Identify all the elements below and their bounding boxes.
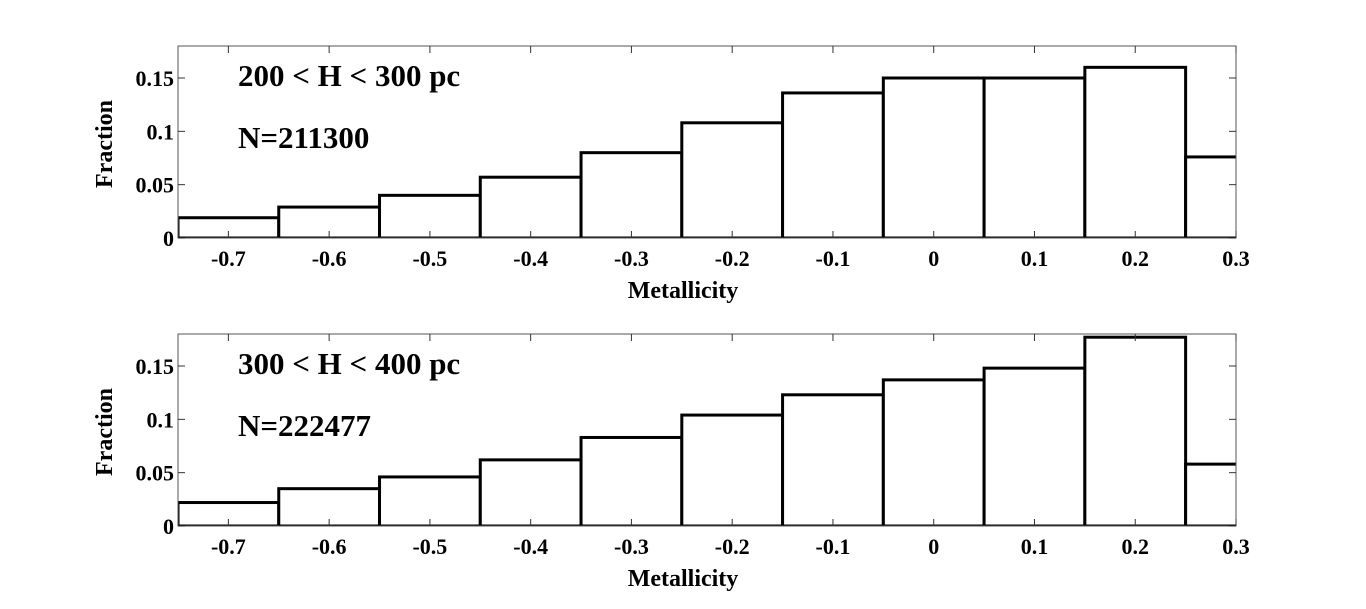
- histogram-bar: [378, 475, 482, 526]
- histogram-bar: [478, 458, 583, 526]
- histogram-bars: [178, 65, 1236, 238]
- x-tick-label: 0: [928, 246, 939, 271]
- histogram-bars: [178, 335, 1236, 526]
- x-tick-label: -0.6: [312, 534, 347, 559]
- histogram-bar: [881, 378, 986, 526]
- x-tick-label: 0.1: [1021, 534, 1049, 559]
- panel-range-annotation: 300 < H < 400 pc: [238, 346, 460, 381]
- panel-count-annotation: N=211300: [238, 120, 369, 155]
- y-tick-label: 0: [163, 226, 174, 251]
- x-axis-label: Metallicity: [628, 278, 739, 304]
- histogram-bar: [1083, 65, 1188, 238]
- x-tick-label: -0.5: [412, 534, 447, 559]
- histogram-bar: [478, 175, 583, 238]
- histogram-bar: [982, 76, 1087, 238]
- chart-panel-1: -0.7 -0.6 -0.5 -0.4 -0.3 -0.2 -0.1 0 0.1 0.2 0.3 0 0…: [92, 45, 1250, 304]
- histogram-bar: [781, 393, 885, 526]
- y-tick-label: 0: [163, 514, 174, 539]
- y-tick-label: 0.15: [136, 354, 175, 379]
- x-tick-label: -0.2: [715, 534, 750, 559]
- x-tick-label: 0.3: [1222, 246, 1250, 271]
- x-tick-label: -0.7: [211, 246, 246, 271]
- panel-count-annotation: N=222477: [238, 408, 371, 443]
- y-tick-label: 0.15: [136, 66, 175, 91]
- x-tick-label: -0.1: [816, 534, 851, 559]
- chart-panel-2: -0.7 -0.6 -0.5 -0.4 -0.3 -0.2 -0.1 0 0.1 0.2 0.3 0 0…: [92, 333, 1250, 592]
- y-tick-label: 0.1: [147, 119, 175, 144]
- x-tick-label: -0.5: [412, 246, 447, 271]
- axes-box: [177, 333, 1237, 527]
- x-tick-label: 0.1: [1021, 246, 1049, 271]
- x-tick-label: -0.6: [312, 246, 347, 271]
- x-axis-label: Metallicity: [628, 566, 739, 592]
- x-tick-label: 0: [928, 534, 939, 559]
- y-axis-label: Fraction: [92, 100, 118, 188]
- histogram-bar: [579, 435, 684, 526]
- x-tick-label: 0.2: [1121, 246, 1149, 271]
- x-tick-label: -0.3: [614, 534, 649, 559]
- x-tick-label: 0.3: [1222, 534, 1250, 559]
- histogram-bar: [680, 121, 785, 238]
- x-tick-label: -0.2: [715, 246, 750, 271]
- x-tick-label: -0.4: [513, 246, 548, 271]
- histogram-bar: [579, 151, 684, 238]
- y-axis-label: Fraction: [92, 388, 118, 476]
- y-tick-label: 0.05: [136, 173, 175, 198]
- panel-range-annotation: 200 < H < 300 pc: [238, 58, 460, 93]
- axes-box: [177, 45, 1237, 239]
- x-tick-label: -0.3: [614, 246, 649, 271]
- y-tick-label: 0.05: [136, 461, 175, 486]
- histogram-bar: [680, 413, 785, 526]
- histogram-bar: [781, 91, 885, 238]
- histogram-bar: [881, 76, 986, 238]
- histogram-bar: [1184, 462, 1236, 526]
- x-tick-label: -0.4: [513, 534, 548, 559]
- x-tick-label: 0.2: [1121, 534, 1149, 559]
- x-tick-label: -0.1: [816, 246, 851, 271]
- y-tick-label: 0.1: [147, 407, 175, 432]
- x-tick-label: -0.7: [211, 534, 246, 559]
- histogram-bar: [982, 366, 1087, 526]
- histogram-bar: [1083, 335, 1188, 526]
